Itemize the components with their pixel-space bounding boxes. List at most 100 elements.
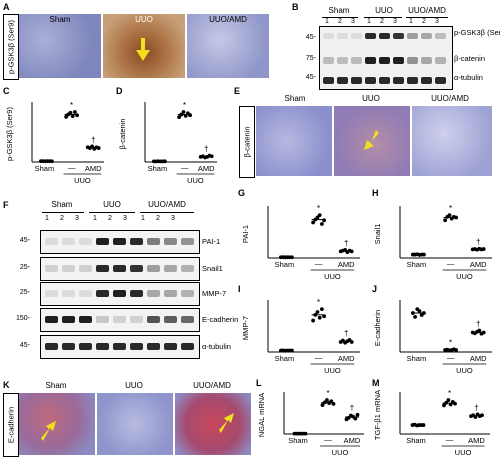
tick-label: Sham: [275, 260, 295, 269]
blot-box: [40, 282, 200, 306]
chart-c: p-GSK3β (Ser9) * † Sham — AMD UUO: [5, 101, 104, 185]
blot-band: [379, 57, 390, 64]
tick-label: AMD: [338, 260, 355, 269]
blot-band: [96, 290, 109, 297]
significance-mark: †: [91, 135, 95, 144]
blot-band: [147, 290, 160, 297]
tick-label: Sham: [275, 354, 295, 363]
group-label: UUO: [456, 366, 473, 375]
blot-group-label: UUO: [103, 200, 121, 209]
condition-label: UUO/AMD: [209, 15, 247, 24]
side-label-box: p-GSK3β (Ser9): [3, 14, 19, 80]
mw-marker: 150-: [15, 315, 30, 322]
condition-label: UUO: [362, 94, 380, 103]
lane-number: 1: [367, 18, 371, 25]
lane-number: 1: [141, 215, 145, 222]
side-label-box: E-cadherin: [3, 393, 19, 457]
lane-number: 2: [156, 215, 160, 222]
blot-band: [181, 343, 194, 350]
lane-number: 2: [60, 215, 64, 222]
mw-marker: 25-: [19, 289, 30, 296]
tick-label: —: [315, 353, 323, 362]
data-point: [315, 310, 320, 314]
mw-marker: 45-: [19, 237, 30, 244]
band-label: β-catenin: [454, 54, 485, 63]
condition-label: Sham: [49, 15, 71, 24]
blot-band: [130, 238, 143, 245]
chart-h: Snail1 * † Sham — AMD UUO: [373, 204, 492, 281]
side-label-text: p-GSK3β (Ser9): [6, 20, 16, 74]
data-point: [322, 218, 326, 223]
blot-band: [79, 290, 92, 297]
data-point: [188, 113, 192, 118]
significance-mark: *: [70, 101, 73, 110]
blot-band: [62, 238, 75, 245]
histology-image-sham: Sham: [19, 14, 101, 78]
blot-band: [96, 238, 109, 245]
significance-mark: †: [474, 403, 478, 412]
yellow-arrow-icon: [41, 421, 56, 441]
tick-label: Sham: [407, 260, 427, 269]
chart-l: NGAL mRNA * † Sham — AMD UUO: [257, 389, 364, 457]
group-label: UUO: [187, 176, 204, 185]
panel-label-j: J: [372, 284, 378, 294]
blot-band: [421, 33, 432, 39]
data-point: [353, 416, 358, 421]
tick-label: AMD: [344, 436, 361, 445]
blot-band: [337, 57, 348, 64]
side-label-text: β-catenin: [242, 126, 252, 158]
data-point: [320, 222, 324, 226]
condition-label: Sham: [45, 381, 67, 390]
data-point: [349, 340, 354, 344]
blot-band: [62, 343, 75, 350]
lane-number: 1: [409, 18, 413, 25]
blot-band: [393, 33, 404, 39]
blot-band: [164, 238, 177, 245]
tick-label: AMD: [338, 354, 355, 363]
blot-band: [164, 290, 177, 297]
blot-band: [113, 316, 126, 323]
data-point: [443, 218, 447, 223]
blot-band: [79, 316, 92, 323]
blot-band: [181, 316, 194, 323]
y-axis-label: MMP-7: [241, 316, 250, 340]
panel-label-l: L: [256, 378, 262, 388]
tick-label: —: [447, 259, 455, 268]
blot-band: [181, 238, 194, 245]
group-underline: [364, 17, 402, 18]
band-label: Snail1: [202, 264, 223, 273]
tick-label: AMD: [470, 354, 487, 363]
lane-number: 2: [380, 18, 384, 25]
data-point: [68, 110, 73, 115]
blot-band: [379, 77, 390, 84]
mw-marker: 25-: [19, 264, 30, 271]
blot-band: [79, 238, 92, 245]
group-label: UUO: [455, 448, 472, 457]
chart-i: MMP-7 * † Sham — AMD UUO: [241, 298, 360, 375]
panel-label-e: E: [234, 86, 241, 96]
panel-label-k: K: [3, 380, 10, 390]
y-axis-label: TGF-β1 mRNA: [373, 390, 382, 440]
blot-band: [164, 343, 177, 350]
chart-m: TGF-β1 mRNA * † Sham — AMD UUO: [373, 389, 490, 457]
y-axis-label: p-GSK3β (Ser9): [5, 107, 14, 161]
blot-band: [181, 265, 194, 272]
blot-band: [164, 265, 177, 272]
lane-number: 3: [123, 215, 127, 222]
tick-label: Sham: [148, 164, 168, 173]
blot-band: [147, 238, 160, 245]
blot-band: [323, 33, 334, 39]
data-point: [446, 398, 451, 402]
lane-number: 1: [325, 18, 329, 25]
blot-band: [407, 57, 418, 64]
data-point: [317, 213, 322, 218]
data-point: [75, 113, 79, 118]
lane-number: 2: [338, 18, 342, 25]
y-axis-label: β-catenin: [118, 119, 127, 150]
data-point: [70, 114, 75, 118]
blot-box: [40, 230, 200, 254]
data-point: [417, 309, 422, 313]
blot-band: [130, 343, 143, 350]
group-label: UUO: [324, 366, 341, 375]
mw-marker: 45-: [305, 34, 316, 41]
